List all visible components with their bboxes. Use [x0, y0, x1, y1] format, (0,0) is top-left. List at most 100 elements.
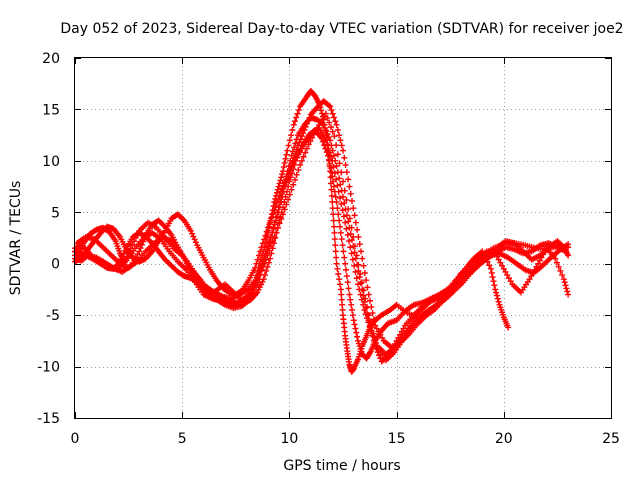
- data-point: [350, 205, 357, 212]
- data-point: [533, 263, 540, 270]
- data-point: [276, 220, 283, 227]
- data-point: [336, 194, 343, 201]
- data-point: [325, 102, 332, 109]
- data-point: [507, 278, 514, 285]
- data-point: [351, 321, 358, 328]
- data-point: [562, 248, 569, 255]
- data-point: [354, 333, 361, 340]
- data-point: [349, 197, 356, 204]
- data-point: [377, 313, 384, 320]
- data-point: [302, 123, 309, 130]
- data-point: [262, 232, 269, 239]
- data-point: [285, 142, 292, 149]
- data-point: [358, 296, 365, 303]
- data-point: [499, 262, 506, 269]
- data-point: [257, 248, 264, 255]
- data-point: [349, 312, 356, 319]
- data-point: [338, 142, 345, 149]
- data-point: [348, 250, 355, 257]
- data-point: [276, 192, 283, 199]
- data-point: [557, 267, 564, 274]
- data-point: [333, 260, 340, 267]
- data-point: [362, 295, 369, 302]
- data-point: [275, 196, 282, 203]
- data-point: [343, 225, 350, 232]
- data-point: [310, 131, 317, 138]
- data-point: [365, 312, 372, 319]
- data-point: [343, 212, 350, 219]
- data-point: [289, 160, 296, 167]
- data-point: [347, 190, 354, 197]
- data-point: [338, 236, 345, 243]
- data-point: [324, 115, 331, 122]
- data-point: [350, 233, 357, 240]
- data-point: [333, 199, 340, 205]
- data-point: [280, 182, 287, 189]
- data-point: [286, 178, 293, 185]
- data-point: [494, 295, 501, 302]
- data-point: [562, 282, 569, 289]
- data-point: [347, 230, 354, 237]
- data-point: [334, 265, 341, 272]
- data-point: [343, 266, 350, 273]
- data-point: [190, 233, 197, 240]
- data-point: [370, 330, 377, 337]
- data-point: [264, 263, 271, 270]
- data-point: [279, 211, 286, 218]
- data-point: [370, 316, 377, 323]
- data-point: [347, 296, 354, 303]
- data-point: [329, 157, 336, 164]
- data-point: [339, 307, 346, 313]
- data-point: [563, 285, 570, 292]
- data-point: [330, 178, 337, 185]
- data-point: [364, 315, 371, 322]
- data-point: [290, 121, 297, 128]
- data-point: [360, 287, 367, 294]
- data-point: [345, 176, 352, 183]
- data-point: [336, 175, 343, 182]
- data-point: [257, 267, 264, 274]
- data-point: [493, 253, 500, 260]
- data-point: [342, 260, 349, 267]
- data-point: [270, 210, 277, 217]
- data-point: [277, 177, 284, 184]
- data-point: [307, 138, 314, 145]
- data-point: [274, 224, 281, 231]
- data-point: [180, 216, 187, 223]
- data-point: [555, 263, 562, 270]
- data-point: [342, 219, 349, 226]
- data-point: [261, 272, 268, 279]
- data-point: [343, 169, 350, 176]
- data-point: [345, 285, 352, 292]
- data-point: [284, 147, 291, 154]
- x-tick-label: 20: [495, 431, 513, 447]
- data-point: [338, 201, 345, 208]
- data-point: [298, 157, 305, 164]
- data-point: [326, 119, 333, 126]
- data-point: [282, 155, 289, 162]
- y-tick-label: -5: [46, 308, 60, 324]
- data-point: [335, 271, 342, 277]
- data-point: [272, 203, 279, 210]
- data-point: [340, 193, 346, 200]
- data-point: [334, 151, 341, 158]
- x-tick-label: 10: [280, 431, 298, 447]
- data-point: [328, 107, 335, 114]
- data-point: [379, 334, 386, 341]
- data-point: [343, 196, 350, 203]
- data-point: [301, 127, 308, 133]
- data-point: [270, 225, 277, 232]
- data-point: [398, 328, 405, 335]
- data-point: [502, 268, 509, 275]
- y-tick-label: 20: [42, 51, 60, 67]
- data-point: [352, 255, 359, 262]
- data-point: [340, 178, 346, 185]
- data-point: [286, 137, 293, 144]
- data-point: [333, 142, 340, 149]
- data-point: [297, 136, 304, 143]
- data-point: [271, 207, 278, 214]
- y-tick-label: 0: [51, 257, 60, 273]
- data-point: [364, 303, 371, 310]
- data-point: [332, 118, 339, 125]
- data-point: [312, 128, 319, 135]
